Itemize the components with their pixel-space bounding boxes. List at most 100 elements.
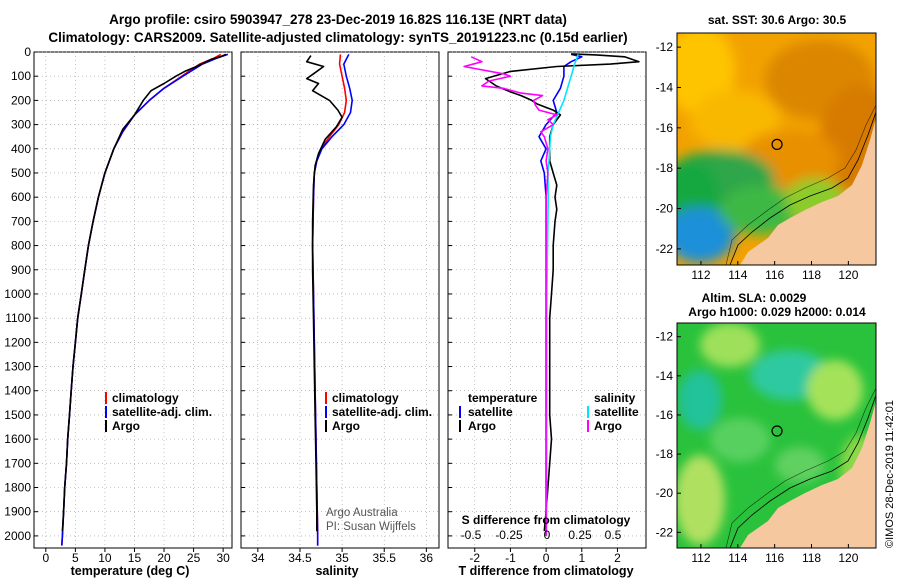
legend-t-satellite: satellite — [468, 405, 513, 419]
y-tick-label: 100 — [11, 69, 31, 83]
y-tick-label: 1500 — [4, 408, 31, 422]
title-line-2: Climatology: CARS2009. Satellite-adjuste… — [48, 30, 627, 45]
sst-map: sat. SST: 30.6 Argo: 30.5 112 114 116 118 12… — [656, 13, 877, 282]
y-tick-label: 1600 — [4, 432, 31, 446]
map-y-tick-label: -12 — [656, 330, 674, 344]
map-x-tick-label: 118 — [802, 268, 821, 282]
x-tick-label: -2 — [469, 551, 480, 565]
map-x-tick-label: 112 — [691, 551, 710, 565]
land-mass — [740, 118, 876, 265]
y-tick-label: 300 — [11, 118, 31, 132]
map-x-tick-label: 114 — [728, 268, 747, 282]
y-tick-label: 1900 — [4, 505, 31, 519]
argo-location-marker — [771, 138, 783, 150]
y-tick-label: 1000 — [4, 287, 31, 301]
argo-location-marker — [771, 425, 783, 437]
map-x-tick-label: 116 — [765, 268, 784, 282]
x-tick-label: 0 — [543, 551, 550, 565]
map-x-tick-label: 118 — [802, 551, 821, 565]
sla-map-title: Altim. SLA: 0.0029 — [702, 291, 807, 305]
map-y-tick-label: -18 — [656, 161, 674, 175]
legend-argo: Argo — [332, 419, 360, 433]
salinity-panel: 34 34.5 35 35.5 36 climatology satellite-adj… — [240, 51, 440, 578]
map-x-tick-label: 114 — [728, 551, 747, 565]
legend-t-argo: Argo — [468, 419, 496, 433]
map-y-tick-label: -14 — [656, 80, 674, 94]
difference-panel: -2 -1 0 1 2 temperature satellite Argo salin… — [447, 51, 647, 578]
series-salinity-satellite — [545, 54, 579, 536]
y-tick-label: 2000 — [4, 529, 31, 543]
difference-xlabel: T difference from climatology — [458, 564, 633, 578]
annotation-pi: PI: Susan Wijffels — [326, 521, 416, 533]
y-tick-label: 1100 — [5, 311, 31, 325]
s-tick-label: 0 — [544, 528, 551, 542]
map-y-tick-label: -16 — [656, 408, 674, 422]
sst-map-title: sat. SST: 30.6 Argo: 30.5 — [708, 13, 847, 27]
legend-climatology: climatology — [112, 391, 179, 405]
y-tick-label: 200 — [11, 93, 31, 107]
coastline-contour — [729, 111, 876, 265]
map-y-tick-label: -18 — [656, 447, 674, 461]
y-tick-label: 0 — [24, 45, 31, 59]
sla-map-subtitle: Argo h1000: 0.029 h2000: 0.014 — [688, 305, 866, 319]
legend-title-temperature: temperature — [468, 391, 538, 405]
legend-s-satellite: satellite — [594, 405, 639, 419]
legend-argo: Argo — [112, 419, 140, 433]
legend-s-argo: Argo — [594, 419, 622, 433]
s-tick-label: 0.5 — [605, 528, 622, 542]
land-mass — [740, 401, 876, 548]
y-tick-label: 900 — [11, 263, 31, 277]
x-tick-label: 25 — [187, 551, 201, 565]
map-x-tick-label: 120 — [838, 551, 858, 565]
map-y-tick-label: -20 — [656, 202, 674, 216]
temperature-panel: 0100200300400500600700800900100011001200… — [4, 45, 233, 578]
x-tick-label: 1 — [578, 551, 585, 565]
map-y-tick-label: -22 — [656, 242, 674, 256]
x-tick-label: 0 — [42, 551, 49, 565]
temperature-legend: climatology satellite-adj. clim. Argo — [105, 391, 212, 433]
x-tick-label: 15 — [128, 551, 142, 565]
x-tick-label: 20 — [157, 551, 171, 565]
series-argo — [61, 53, 227, 532]
y-tick-label: 1700 — [4, 456, 31, 470]
s-diff-label: S difference from climatology — [462, 513, 631, 527]
x-tick-label: -1 — [505, 551, 516, 565]
y-tick-label: 1400 — [4, 384, 31, 398]
y-tick-label: 700 — [11, 214, 31, 228]
legend-satellite-adj: satellite-adj. clim. — [332, 405, 432, 419]
annotation-argo-australia: Argo Australia — [326, 507, 398, 519]
s-tick-label: 0.25 — [568, 528, 592, 542]
coastline-contour — [729, 394, 876, 548]
y-tick-label: 500 — [11, 166, 31, 180]
legend-satellite-adj: satellite-adj. clim. — [112, 405, 212, 419]
map-y-tick-label: -14 — [656, 369, 674, 383]
map-y-tick-label: -20 — [656, 486, 674, 500]
sst-field — [677, 33, 876, 265]
shelf-contour — [725, 387, 876, 548]
x-tick-label: 34.5 — [288, 551, 312, 565]
title-line-1: Argo profile: csiro 5903947_278 23-Dec-2… — [109, 12, 567, 27]
imos-credit: ©IMOS 28-Dec-2019 11:42:01 — [884, 400, 896, 548]
shelf-contour — [725, 104, 876, 265]
map-y-tick-label: -12 — [656, 40, 674, 54]
y-tick-label: 1300 — [4, 360, 31, 374]
map-y-tick-label: -22 — [656, 525, 674, 539]
series-salinity-argo — [463, 56, 558, 536]
map-x-tick-label: 120 — [838, 268, 858, 282]
salinity-legend: climatology satellite-adj. clim. Argo — [325, 391, 432, 433]
legend-climatology: climatology — [332, 391, 399, 405]
y-tick-label: 800 — [11, 239, 31, 253]
s-tick-label: -0.5 — [461, 528, 482, 542]
map-y-tick-label: -16 — [656, 121, 674, 135]
y-tick-label: 600 — [11, 190, 31, 204]
x-tick-label: 35.5 — [373, 551, 397, 565]
x-tick-label: 10 — [98, 551, 112, 565]
x-tick-label: 36 — [420, 551, 434, 565]
temperature-xlabel: temperature (deg C) — [71, 564, 190, 578]
x-tick-label: 35 — [335, 551, 349, 565]
legend-title-salinity: salinity — [594, 391, 636, 405]
s-tick-label: -0.25 — [495, 528, 523, 542]
y-tick-label: 400 — [11, 142, 31, 156]
sla-map: Altim. SLA: 0.0029 Argo h1000: 0.029 h20… — [656, 291, 877, 565]
